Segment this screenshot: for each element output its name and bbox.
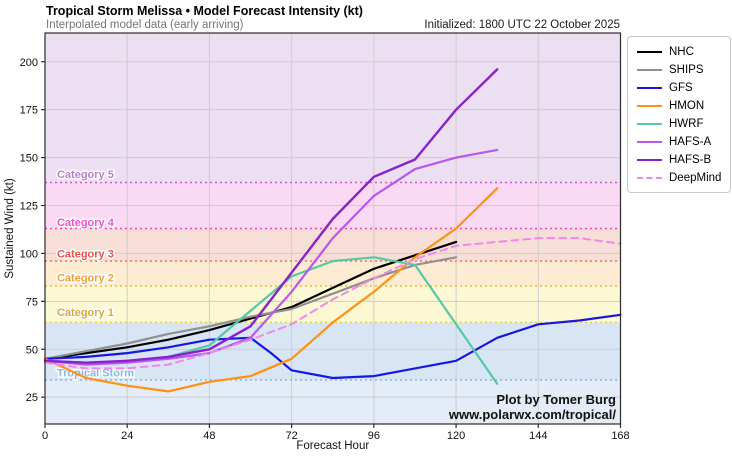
legend-item-nhc: NHC — [637, 44, 721, 59]
y-tick-label: 75 — [26, 296, 38, 308]
legend-label-hafs-b: HAFS-B — [669, 153, 712, 166]
x-tick-label: 120 — [447, 430, 465, 442]
watermark-line2: www.polarwx.com/tropical/ — [448, 407, 616, 422]
legend-line-gfs — [637, 86, 662, 89]
watermark-line1: Plot by Tomer Burg — [496, 392, 616, 407]
legend-item-hafs-b: HAFS-B — [637, 152, 721, 167]
x-tick-label: 0 — [42, 430, 48, 442]
x-tick-label: 48 — [203, 430, 215, 442]
legend-line-hmon — [637, 104, 662, 107]
legend-line-ships — [637, 68, 662, 71]
legend-item-hwrf: HWRF — [637, 116, 721, 131]
legend-item-gfs: GFS — [637, 80, 721, 95]
chart-subtitle: Interpolated model data (early arriving) — [46, 19, 244, 31]
band-cat3 — [45, 228, 621, 262]
band-label-cat5: Category 5 — [57, 169, 114, 181]
band-cat5 — [45, 33, 621, 183]
legend-line-hwrf — [637, 122, 662, 125]
legend-label-hwrf: HWRF — [669, 117, 704, 130]
y-tick-label: 25 — [26, 392, 38, 404]
legend-line-hafs-b — [637, 158, 662, 161]
y-tick-label: 150 — [20, 153, 38, 165]
legend-line-deepmind — [637, 176, 662, 179]
plot-frame — [44, 32, 622, 425]
y-tick-label: 125 — [20, 201, 38, 213]
legend-item-deepmind: DeepMind — [637, 170, 721, 185]
legend-item-ships: SHIPS — [637, 62, 721, 77]
legend-label-ships: SHIPS — [669, 63, 704, 76]
y-tick-label: 175 — [20, 105, 38, 117]
series-gfs — [43, 313, 622, 380]
band-cat2 — [45, 261, 621, 286]
series-ships — [43, 256, 458, 360]
band-label-cat2: Category 2 — [57, 272, 114, 284]
series-hafs-a — [43, 148, 499, 366]
x-tick-label: 144 — [529, 430, 547, 442]
legend-line-nhc — [637, 50, 662, 53]
band-label-cat4: Category 4 — [57, 217, 115, 229]
legend-label-nhc: NHC — [669, 45, 694, 58]
legend-item-hmon: HMON — [637, 98, 721, 113]
series-hafs-b — [43, 68, 499, 364]
x-tick-label: 24 — [121, 430, 133, 442]
band-label-ts: Tropical Storm — [57, 367, 134, 379]
x-tick-label: 96 — [368, 430, 380, 442]
legend: NHC SHIPS GFS HMON HWRF HAFS-A HAFS-B DeepMind — [627, 36, 732, 193]
legend-label-gfs: GFS — [669, 81, 693, 94]
y-tick-label: 100 — [20, 248, 38, 260]
series-nhc — [43, 240, 458, 360]
legend-label-hmon: HMON — [669, 99, 705, 112]
y-axis-label: Sustained Wind (kt) — [4, 178, 16, 279]
band-cat1 — [45, 286, 621, 323]
y-tick-label: 200 — [20, 57, 38, 69]
band-label-cat3: Category 3 — [57, 248, 114, 260]
x-tick-label: 72 — [286, 430, 298, 442]
legend-label-deepmind: DeepMind — [669, 171, 722, 184]
x-axis-label: Forecast Hour — [296, 440, 369, 452]
chart-title: Tropical Storm Melissa • Model Forecast … — [46, 4, 363, 18]
legend-item-hafs-a: HAFS-A — [637, 134, 721, 149]
init-time-label: Initialized: 1800 UTC 22 October 2025 — [424, 19, 620, 31]
legend-label-hafs-a: HAFS-A — [669, 135, 712, 148]
y-tick-label: 50 — [26, 344, 38, 356]
legend-line-hafs-a — [637, 140, 662, 143]
x-tick-label: 168 — [611, 430, 629, 442]
band-label-cat1: Category 1 — [57, 307, 114, 319]
series-deepmind — [44, 237, 622, 370]
series-hmon — [43, 187, 499, 393]
